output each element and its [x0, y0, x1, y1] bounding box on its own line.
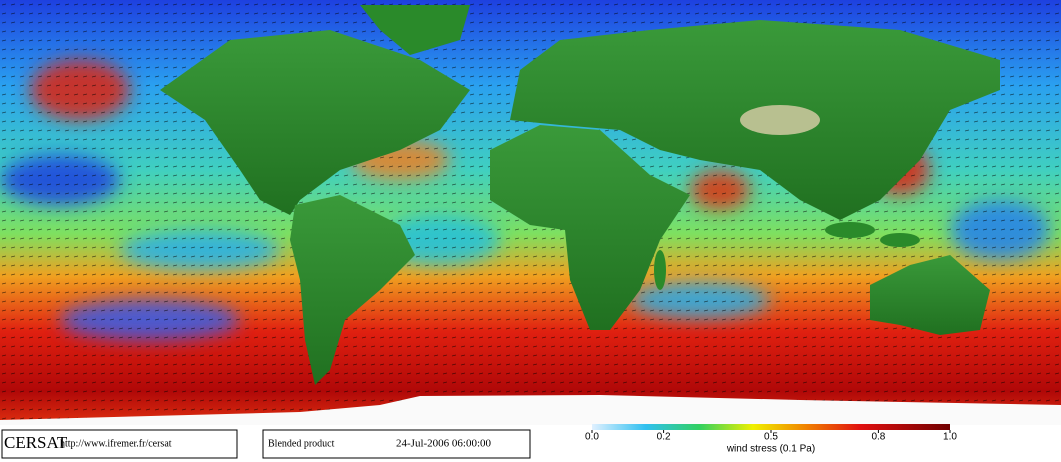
map: [0, 0, 1061, 425]
url: http://www.ifremer.fr/cersat: [60, 438, 172, 449]
credit-box: [1, 429, 238, 459]
colorbar-tick-label: 0.0: [585, 432, 599, 443]
colorbar-tick-label: 0.2: [657, 432, 671, 443]
colorbar-tick-label: 0.8: [871, 432, 885, 443]
product-box: [262, 429, 531, 459]
colorbar-label: wind stress (0.1 Pa): [726, 444, 815, 455]
date: 24-Jul-2006 06:00:00: [396, 438, 492, 450]
colorbar: [592, 424, 950, 430]
product: Blended product: [268, 438, 335, 449]
logo: CERSAT: [4, 433, 68, 452]
colorbar-tick-label: 1.0: [943, 432, 957, 443]
footer: CERSAT http://www.ifremer.fr/cersat Blen…: [0, 424, 1061, 462]
colorbar-tick-label: 0.5: [764, 432, 778, 443]
